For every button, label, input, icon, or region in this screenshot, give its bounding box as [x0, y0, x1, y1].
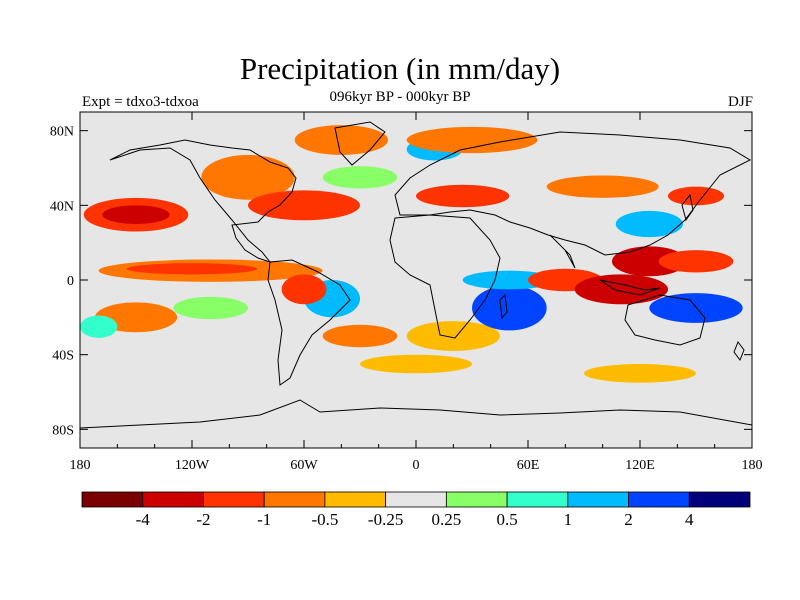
y-tick-label: 0 — [67, 274, 74, 289]
anomaly-region — [615, 210, 683, 238]
coastline-north-america — [109, 139, 297, 264]
anomaly-region — [80, 315, 118, 338]
colorbar-label: 0.25 — [431, 510, 461, 529]
anomaly-region — [281, 274, 327, 305]
anomaly-region — [322, 324, 398, 348]
colorbar-label: 0.5 — [496, 510, 517, 529]
anomaly-region — [406, 321, 501, 351]
colorbar-box — [567, 491, 629, 508]
coastline-india — [549, 234, 576, 269]
colorbar-box — [81, 491, 144, 508]
x-tick-label: 120W — [175, 458, 210, 473]
anomaly-region — [416, 184, 510, 208]
x-tick-label: 180 — [70, 458, 91, 473]
x-tick-label: 60W — [290, 458, 318, 473]
anomaly-region — [248, 190, 360, 221]
x-axis: 180 120W 60W 0 60E 120E 180 — [70, 112, 763, 473]
anomaly-region — [668, 186, 724, 206]
colorbar-box — [628, 491, 690, 508]
anomaly-region — [546, 175, 659, 198]
x-tick-label: 60E — [517, 458, 540, 473]
colorbar-box — [324, 491, 387, 508]
anomaly-region — [294, 125, 389, 155]
y-tick-label: 80S — [52, 423, 74, 438]
x-tick-label: 180 — [742, 458, 763, 473]
colorbar-label: -4 — [136, 510, 151, 529]
colorbar-box — [203, 491, 265, 508]
anomaly-region — [126, 263, 258, 275]
anomaly-field — [80, 125, 743, 383]
anomaly-region — [102, 205, 170, 225]
anomaly-region — [649, 293, 743, 323]
map-title: Precipitation (in mm/day) — [239, 51, 561, 86]
colorbar-label: -0.5 — [311, 510, 338, 529]
anomaly-region — [360, 354, 472, 374]
colorbar-box — [506, 491, 569, 508]
coastline-madagascar — [499, 293, 508, 320]
colorbar-box — [688, 491, 751, 508]
coastline-south-america — [267, 259, 351, 386]
anomaly-region — [658, 250, 734, 273]
colorbar-label: 2 — [624, 510, 633, 529]
coastline-indonesia — [599, 279, 661, 296]
coastline-greenland — [334, 121, 386, 166]
anomaly-region — [201, 154, 295, 200]
colorbar-label: 1 — [564, 510, 573, 529]
x-tick-label: 120E — [625, 458, 655, 473]
colorbar-box — [263, 491, 326, 508]
colorbar-box — [385, 491, 447, 508]
coastline-eurasia — [394, 131, 752, 256]
anomaly-region — [173, 296, 248, 320]
colorbar-label: -1 — [257, 510, 271, 529]
y-tick-label: 40S — [52, 349, 74, 364]
anomaly-region — [584, 364, 696, 383]
colorbar-box — [445, 491, 508, 508]
y-tick-label: 40N — [50, 199, 74, 214]
coastline-japan — [681, 193, 694, 222]
y-tick-label: 80N — [50, 125, 74, 140]
anomaly-region — [472, 285, 547, 331]
coastline-africa — [389, 214, 501, 339]
anomaly-region — [322, 166, 398, 189]
y-axis: 80N 40N 0 40S 80S — [50, 125, 752, 438]
anomaly-region — [574, 274, 668, 305]
x-tick-label: 0 — [413, 458, 420, 473]
map-subtitle: 096kyr BP - 000kyr BP — [329, 89, 471, 105]
colorbar: -4 -2 -1 -0.5 -0.25 0.25 0.5 1 2 4 — [81, 491, 751, 529]
experiment-label: Expt = tdxo3-tdxoa — [82, 94, 199, 110]
colorbar-label: -0.25 — [368, 510, 403, 529]
coastline-antarctica — [80, 399, 752, 429]
coastlines — [80, 121, 752, 429]
colorbar-label: 4 — [685, 510, 694, 529]
colorbar-box — [142, 491, 204, 508]
season-label: DJF — [727, 94, 753, 110]
anomaly-region — [612, 246, 687, 277]
coastline-new-zealand — [733, 340, 745, 362]
colorbar-label: -2 — [196, 510, 210, 529]
coastline-australia — [624, 294, 706, 346]
anomaly-region — [406, 126, 538, 154]
